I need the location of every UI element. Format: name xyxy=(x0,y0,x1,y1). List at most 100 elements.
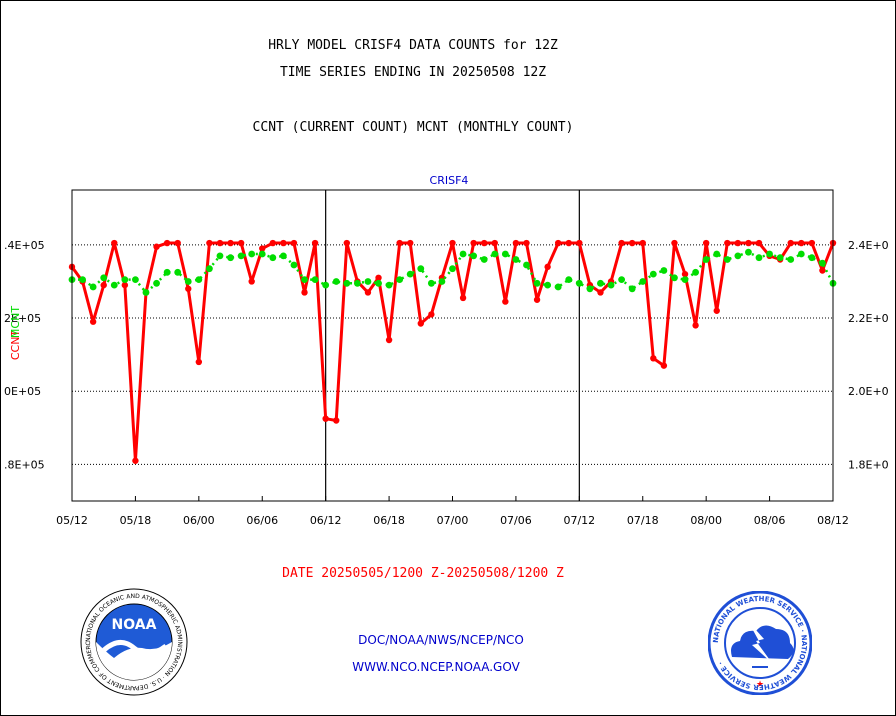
mcnt-point xyxy=(575,279,583,287)
mcnt-point xyxy=(195,276,203,284)
mcnt-point xyxy=(227,254,234,262)
ccnt-point xyxy=(396,239,403,247)
plot-area-border xyxy=(71,189,834,502)
mcnt-point xyxy=(586,285,594,293)
mcnt-point xyxy=(702,256,710,263)
ccnt-point xyxy=(639,239,646,247)
ccnt-point xyxy=(375,274,382,282)
x-tick-label: 05/18 xyxy=(120,514,152,527)
ccnt-point xyxy=(417,320,424,327)
mcnt-point xyxy=(142,289,150,296)
mcnt-point xyxy=(639,278,647,285)
mcnt-point xyxy=(459,250,467,258)
ccnt-point xyxy=(808,239,816,247)
mcnt-point xyxy=(713,250,721,258)
ccnt-point xyxy=(681,270,689,278)
ccnt-point xyxy=(481,239,488,247)
x-tick-label: 06/18 xyxy=(373,514,405,527)
ccnt-point xyxy=(89,318,97,325)
mcnt-point xyxy=(787,256,795,263)
y-tick-label-left: .4E+05 xyxy=(4,239,45,252)
y-tick-label-right: 2.2E+0 xyxy=(848,312,889,325)
mcnt-point xyxy=(797,250,805,258)
mcnt-point xyxy=(311,276,319,284)
x-tick-label: 07/12 xyxy=(563,514,595,527)
ccnt-point xyxy=(565,239,572,247)
mcnt-point xyxy=(565,276,573,284)
mcnt-point xyxy=(385,281,393,289)
ccnt-line xyxy=(70,241,835,463)
ccnt-point xyxy=(301,289,308,296)
mcnt-point xyxy=(723,256,731,263)
mcnt-point xyxy=(79,276,86,284)
ccnt-point xyxy=(491,239,498,247)
ticks-layer: .4E+05 2.4E+0 2E+05 2.2E+0 0E+05 2.0E+0 .8E+05… xyxy=(4,239,889,527)
mcnt-point xyxy=(480,256,488,263)
mcnt-point xyxy=(808,254,816,262)
ccnt-point xyxy=(195,358,203,366)
ccnt-point xyxy=(554,239,562,247)
mcnt-point xyxy=(607,281,615,289)
ccnt-point xyxy=(576,239,583,247)
mcnt-axis-label: MCNT xyxy=(9,306,22,338)
mcnt-point xyxy=(745,248,752,256)
ccnt-point xyxy=(269,239,277,247)
mcnt-point xyxy=(110,281,118,289)
ccnt-point xyxy=(724,239,731,247)
ccnt-point xyxy=(185,285,192,292)
mcnt-point xyxy=(512,256,520,263)
ccnt-point xyxy=(597,289,604,296)
ccnt-point xyxy=(523,239,530,247)
chart-subtitle: CCNT (CURRENT COUNT) MCNT (MONTHLY COUNT… xyxy=(252,120,574,135)
x-tick-label: 06/12 xyxy=(310,514,342,527)
mcnt-point xyxy=(100,274,108,282)
mcnt-point xyxy=(121,276,129,284)
mcnt-point xyxy=(375,279,382,287)
ccnt-point xyxy=(311,239,319,247)
ccnt-point xyxy=(322,415,329,422)
mcnt-point xyxy=(364,278,372,285)
mcnt-point xyxy=(174,268,182,276)
x-tick-label: 06/06 xyxy=(246,514,278,527)
mcnt-point xyxy=(353,279,361,287)
ccnt-point xyxy=(533,296,541,303)
ccnt-point xyxy=(227,239,234,247)
ccnt-point xyxy=(280,239,287,247)
ccnt-point xyxy=(216,239,224,247)
ccnt-point xyxy=(333,417,340,424)
mcnt-point xyxy=(332,278,340,285)
mcnt-point xyxy=(554,283,562,291)
svg-text:★: ★ xyxy=(756,680,764,690)
mcnt-point xyxy=(766,250,773,258)
mcnt-point xyxy=(396,276,404,284)
mcnt-point xyxy=(153,279,160,287)
mcnt-point xyxy=(470,252,478,260)
ccnt-point xyxy=(618,239,625,247)
ccnt-point xyxy=(385,336,393,344)
mcnt-point xyxy=(597,279,604,287)
website-link[interactable]: WWW.NCO.NCEP.NOAA.GOV xyxy=(352,660,520,674)
mcnt-point xyxy=(681,276,689,284)
ccnt-point xyxy=(259,245,266,252)
chart-title-line2: TIME SERIES ENDING IN 20250508 12Z xyxy=(279,65,547,80)
ccnt-point xyxy=(713,307,720,314)
mcnt-point xyxy=(216,252,224,260)
ccnt-point xyxy=(237,239,245,247)
mcnt-point xyxy=(290,261,298,269)
ccnt-point xyxy=(544,263,551,271)
mcnt-point xyxy=(89,283,97,291)
mcnt-point xyxy=(544,281,552,289)
mcnt-point xyxy=(248,250,256,258)
x-tick-label: 06/00 xyxy=(183,514,215,527)
ccnt-point xyxy=(248,278,255,285)
mcnt-point xyxy=(755,254,763,262)
noaa-logo-icon: NOAA NATIONAL OCEANIC AND ATMOSPHERIC AD… xyxy=(80,588,188,696)
ccnt-point xyxy=(702,239,710,247)
ccnt-point xyxy=(512,239,520,247)
ccnt-point xyxy=(734,239,742,247)
y-tick-label-left: 0E+05 xyxy=(4,385,41,398)
ccnt-point xyxy=(121,281,129,289)
ccnt-point xyxy=(407,239,414,247)
